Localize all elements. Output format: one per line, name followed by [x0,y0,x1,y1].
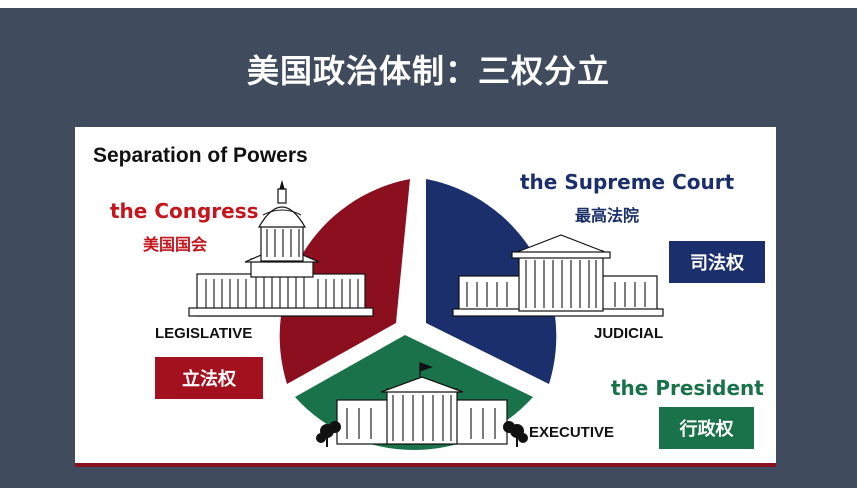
supreme-court-columns [466,260,646,308]
legislative-label: LEGISLATIVE [155,325,253,342]
pie-graphic [188,179,664,451]
congress-cn-label: 美国国会 [143,235,208,254]
panel-bottom-rule [75,463,776,467]
white-house-building-icon [336,362,508,445]
executive-power-badge: 行政权 [659,407,754,449]
executive-label: EXECUTIVE [529,424,615,441]
capitol-columns [205,209,359,308]
separation-of-powers-diagram: Separation of Powers the Congress 美国国会 L… [75,127,776,466]
supreme-court-label: the Supreme Court [520,170,735,194]
president-label: the President [611,376,764,400]
white-house-columns [346,395,496,441]
tree-icon [316,421,528,447]
supreme-court-cn-label: 最高法院 [575,206,640,225]
top-bar [0,0,857,8]
diagram-heading: Separation of Powers [93,144,308,167]
capitol-building-icon [188,179,374,317]
judicial-label: JUDICIAL [594,325,664,342]
congress-label: the Congress [110,199,259,223]
legislative-power-badge: 立法权 [155,357,263,399]
judicial-power-badge: 司法权 [669,241,765,283]
slide-title: 美国政治体制：三权分立 [246,52,610,90]
